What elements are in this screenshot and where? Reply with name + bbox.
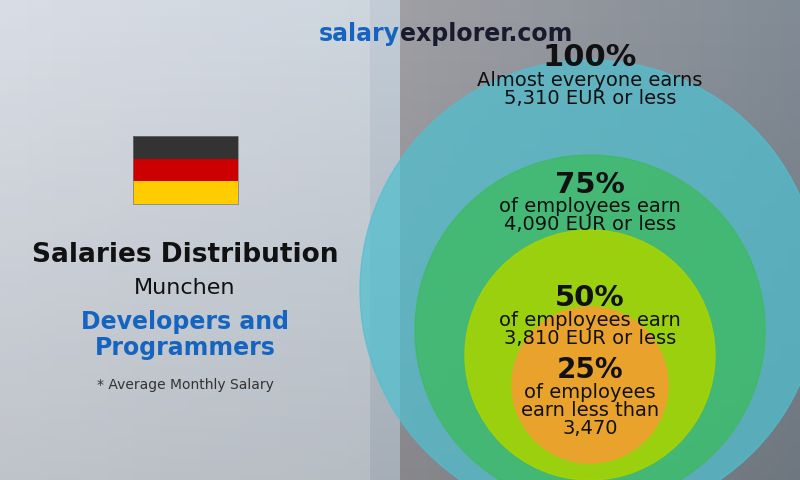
Text: 4,090 EUR or less: 4,090 EUR or less	[504, 216, 676, 235]
Text: of employees: of employees	[524, 383, 656, 401]
Text: 75%: 75%	[555, 171, 625, 199]
Text: Salaries Distribution: Salaries Distribution	[32, 242, 338, 268]
Text: Developers and: Developers and	[81, 310, 289, 334]
Circle shape	[512, 307, 668, 463]
Circle shape	[465, 230, 715, 480]
Text: earn less than: earn less than	[521, 400, 659, 420]
Text: 50%: 50%	[555, 284, 625, 312]
Bar	[133, 159, 238, 181]
Text: 3,810 EUR or less: 3,810 EUR or less	[504, 328, 676, 348]
Text: salary: salary	[319, 22, 400, 46]
Text: * Average Monthly Salary: * Average Monthly Salary	[97, 378, 274, 392]
Circle shape	[415, 155, 765, 480]
Text: 25%: 25%	[557, 356, 623, 384]
Text: Almost everyone earns: Almost everyone earns	[478, 71, 702, 89]
Text: 100%: 100%	[543, 44, 637, 72]
Text: 3,470: 3,470	[562, 419, 618, 437]
Bar	[133, 181, 238, 204]
Bar	[133, 136, 238, 159]
Text: of employees earn: of employees earn	[499, 197, 681, 216]
Text: 5,310 EUR or less: 5,310 EUR or less	[504, 88, 676, 108]
Text: explorer.com: explorer.com	[400, 22, 572, 46]
Bar	[133, 136, 238, 204]
Text: Munchen: Munchen	[134, 278, 236, 298]
Text: Programmers: Programmers	[94, 336, 275, 360]
Text: of employees earn: of employees earn	[499, 311, 681, 329]
Bar	[0, 0, 370, 480]
Circle shape	[360, 60, 800, 480]
